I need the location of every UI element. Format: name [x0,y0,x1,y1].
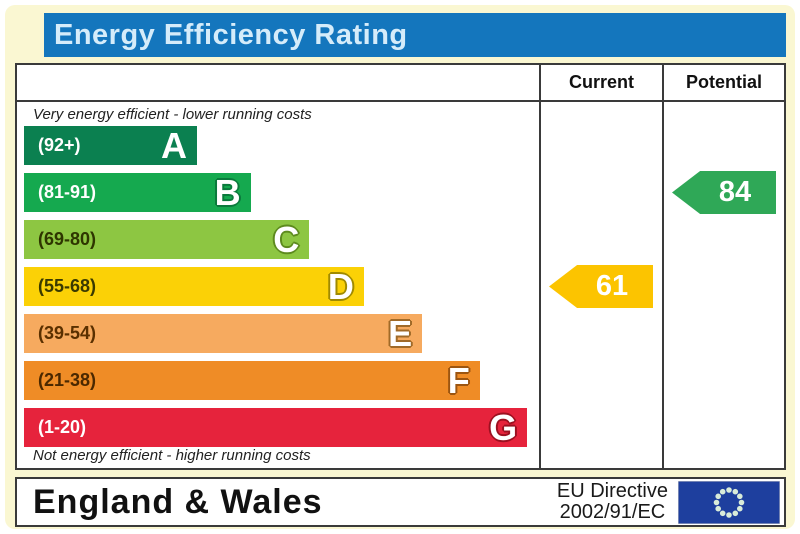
footer-bar: England & Wales EU Directive 2002/91/EC [15,477,786,527]
eu-flag-icon [677,480,781,524]
band-bar: (21-38) F [24,361,480,400]
table-header-row: Current Potential [17,65,784,102]
band-list: (92+) A (81-91) B (69-80) C (55-68) D (3… [24,126,539,455]
eu-directive-line2: 2002/91/EC [559,501,666,523]
band-range: (69-80) [38,229,97,249]
bottom-note: Not energy efficient - higher running co… [33,447,311,464]
potential-value: 84 [718,176,752,208]
band-range: (81-91) [38,182,97,202]
band-letter: F [447,359,470,401]
title-bar: Energy Efficiency Rating [44,13,786,57]
band-range: (1-20) [38,417,87,437]
band-bar: (1-20) G [24,406,528,448]
band-bar: (39-54) E [24,312,423,354]
band-bar: (69-80) C [24,218,310,260]
band-letter: A [161,124,188,166]
epc-chart: Current Potential Very energy efficient … [15,63,786,470]
top-note: Very energy efficient - lower running co… [33,106,312,123]
current-arrow: 61 [549,265,653,308]
band-letter: B [214,171,241,213]
band-range: (55-68) [38,276,97,296]
current-column-header: Current [568,72,634,92]
band-range: (92+) [38,135,81,155]
band-letter: D [327,265,354,307]
rating-scale: Very energy efficient - lower running co… [17,102,784,468]
band-range: (39-54) [38,323,97,343]
eu-directive-line1: EU Directive [556,480,668,502]
band-bar: (55-68) D [24,267,364,306]
potential-arrow: 84 [672,171,776,214]
band-bar: (81-91) B [24,173,251,212]
band-letter: C [273,218,300,260]
epc-chart-inner: Current Potential Very energy efficient … [17,65,784,468]
eu-flag-stars [713,486,745,518]
current-value: 61 [595,270,629,302]
column-divider-current [539,65,541,468]
band-bar: (92+) A [24,124,198,166]
eu-directive-label: EU Directive 2002/91/EC [557,481,668,523]
band-letter: E [388,312,413,354]
column-divider-potential [662,65,664,468]
band-letter: G [489,406,518,448]
page-title: Energy Efficiency Rating [54,18,408,51]
band-range: (21-38) [38,370,97,390]
potential-column-header: Potential [685,72,762,92]
region-label: England & Wales [33,482,323,521]
